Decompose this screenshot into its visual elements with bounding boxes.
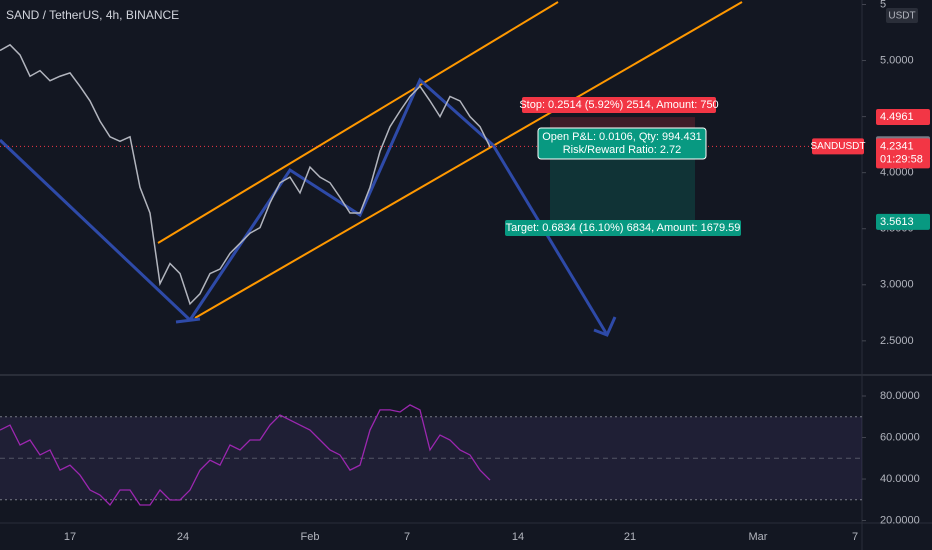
- trend-line: [0, 138, 192, 322]
- rsi-tick-label: 60.0000: [880, 431, 920, 443]
- price-tick-label: 5: [880, 0, 886, 10]
- stop-label: Stop: 0.2514 (5.92%) 2514, Amount: 750: [519, 99, 718, 111]
- rsi-tick-label: 40.0000: [880, 473, 920, 485]
- rsi-line: [0, 404, 491, 506]
- trend-line: [175, 317, 201, 324]
- rsi-tick-label: 20.0000: [880, 514, 920, 526]
- channel-lower: [194, 1, 743, 319]
- symbol-tag: [812, 138, 864, 155]
- stop-price-label: 4.4961: [880, 111, 914, 123]
- stop-label-box: [522, 97, 716, 113]
- price-tick-label: 3.0000: [880, 279, 914, 291]
- price-tick-label: 2.5000: [880, 335, 914, 347]
- arrow-head: [593, 316, 617, 337]
- time-tick-label: 17: [64, 531, 76, 543]
- time-tick-label: 7: [852, 531, 858, 543]
- currency-badge: [886, 8, 918, 23]
- symbol-title: SAND / TetherUS, 4h, BINANCE: [6, 8, 179, 22]
- forecast-arrow: [491, 144, 608, 334]
- target-price-badge: [876, 213, 930, 230]
- currency-label: USDT: [888, 11, 915, 22]
- target-label-box: [505, 220, 741, 236]
- price-line: [0, 43, 491, 306]
- rsi-tick-label: 80.0000: [880, 390, 920, 402]
- rsi-band: [0, 416, 862, 500]
- time-tick-label: Feb: [301, 531, 320, 543]
- channel-upper: [157, 1, 559, 244]
- price-tick-label: 5.0000: [880, 54, 914, 66]
- current-price-label: 4.2341: [880, 140, 914, 152]
- time-tick-label: 7: [404, 531, 410, 543]
- stop-price-badge: [876, 109, 930, 126]
- price-tick-label: 4.0000: [880, 167, 914, 179]
- target-label: Target: 0.6834 (16.10%) 6834, Amount: 16…: [506, 222, 741, 234]
- pnl-label: Open P&L: 0.0106, Qty: 994.431: [542, 131, 702, 143]
- target-price-label: 3.5613: [880, 216, 914, 228]
- time-tick-label: 24: [177, 531, 189, 543]
- countdown-label: 01:29:58: [880, 153, 923, 165]
- time-tick-label: 21: [624, 531, 636, 543]
- pnl-box: [537, 127, 707, 160]
- current-price-badge: [876, 138, 930, 169]
- ratio-label: Risk/Reward Ratio: 2.72: [563, 144, 682, 156]
- symbol-tag-label: SANDUSDT: [810, 141, 865, 152]
- time-tick-label: Mar: [749, 531, 768, 543]
- zigzag: [188, 77, 494, 321]
- time-tick-label: 14: [512, 531, 524, 543]
